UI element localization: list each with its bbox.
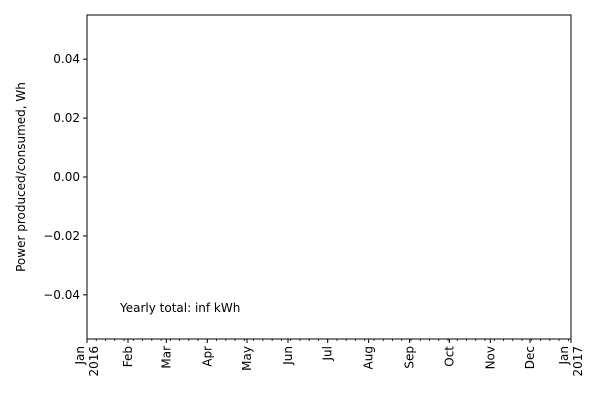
x-tick-label: Apr bbox=[200, 346, 214, 367]
x-tick-label: Jan2017 bbox=[557, 346, 585, 377]
x-tick-label: Jun bbox=[281, 346, 295, 366]
x-tick-label: Sep bbox=[403, 346, 417, 369]
plot-frame bbox=[86, 14, 572, 340]
plot-area bbox=[86, 14, 572, 340]
y-axis-label: Power produced/consumed, Wh bbox=[14, 82, 28, 272]
x-tick-label: Mar bbox=[159, 346, 173, 369]
x-tick-label: Oct bbox=[442, 346, 456, 367]
x-tick-label: Aug bbox=[362, 346, 376, 369]
y-tick-label: −0.02 bbox=[43, 229, 80, 243]
x-tick-label: Dec bbox=[523, 346, 537, 369]
x-tick-label: May bbox=[240, 346, 254, 371]
y-tick-label: 0.04 bbox=[53, 52, 80, 66]
x-tick-label: Feb bbox=[121, 346, 135, 367]
y-tick-label: 0.00 bbox=[53, 170, 80, 184]
y-axis-ticks: −0.04 −0.02 0.00 0.02 0.04 bbox=[43, 52, 87, 302]
x-axis-ticks: Jan2016 Feb Mar Apr May Jun Jul Aug Sep Oct Nov Dec… bbox=[73, 339, 585, 377]
x-tick-label: Jul bbox=[321, 346, 335, 361]
y-tick-label: −0.04 bbox=[43, 288, 80, 302]
x-tick-label: Jan2016 bbox=[73, 346, 101, 377]
x-tick-label: Nov bbox=[483, 346, 497, 369]
y-tick-label: 0.02 bbox=[53, 111, 80, 125]
yearly-total-annotation: Yearly total: inf kWh bbox=[119, 301, 240, 315]
